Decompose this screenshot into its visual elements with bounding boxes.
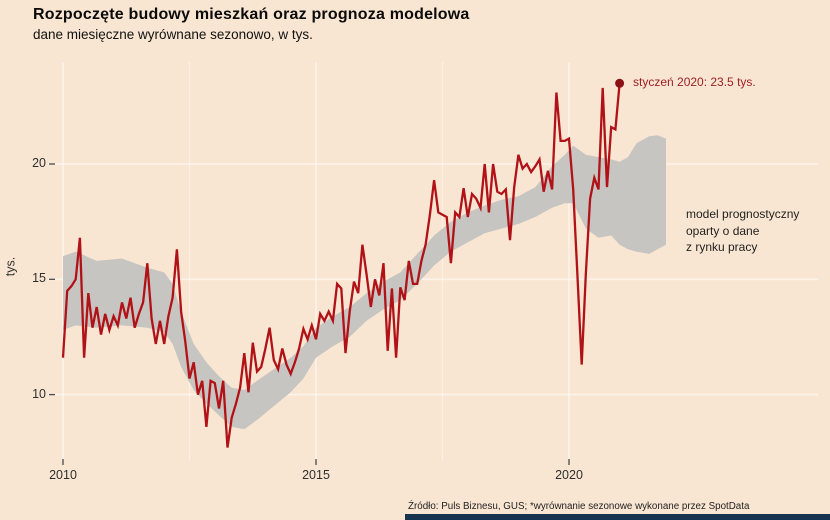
annotation-label: styczeń 2020: 23.5 tys. bbox=[633, 75, 756, 89]
annotation-dot bbox=[615, 78, 625, 88]
forecast-model-label-line2: oparty o dane bbox=[686, 223, 760, 238]
gridlines bbox=[48, 62, 818, 460]
axis-ticks bbox=[49, 163, 570, 465]
y-axis-unit-label: tys. bbox=[3, 256, 18, 277]
x-tick-label: 2010 bbox=[49, 468, 77, 482]
data-line bbox=[61, 83, 621, 448]
forecast-band bbox=[63, 135, 666, 430]
forecast-model-label-line1: model prognostyczny bbox=[686, 207, 800, 221]
x-tick-label: 2020 bbox=[555, 468, 583, 482]
y-tick-label: 10 bbox=[32, 387, 46, 401]
page-subtitle: dane miesięczne wyrównane sezonowo, w ty… bbox=[33, 27, 313, 42]
x-tick-label: 2015 bbox=[302, 468, 330, 482]
y-tick-label: 20 bbox=[32, 156, 46, 170]
brand-bar bbox=[405, 514, 830, 520]
forecast-model-label-line3: z rynku pracy bbox=[686, 240, 758, 254]
forecast-model-label: model prognostyczny oparty o dane z rynk… bbox=[686, 206, 799, 256]
source-note: Źródło: Puls Biznesu, GUS; *wyrównanie s… bbox=[408, 501, 750, 512]
y-tick-label: 15 bbox=[32, 271, 46, 285]
page-title: Rozpoczęte budowy mieszkań oraz prognoza… bbox=[33, 6, 470, 23]
